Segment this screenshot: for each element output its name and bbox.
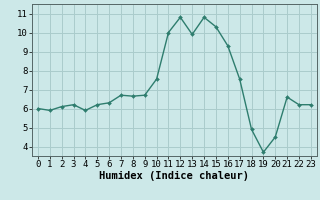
X-axis label: Humidex (Indice chaleur): Humidex (Indice chaleur): [100, 171, 249, 181]
